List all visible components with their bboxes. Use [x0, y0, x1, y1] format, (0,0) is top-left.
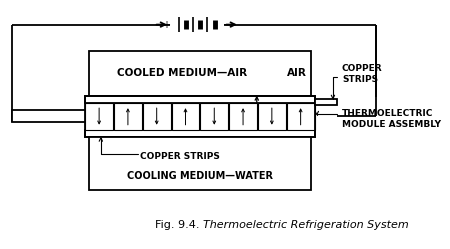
- Bar: [114, 103, 142, 130]
- Bar: [85, 103, 113, 130]
- Bar: [200, 103, 228, 130]
- Bar: [287, 103, 315, 130]
- Bar: [171, 103, 199, 130]
- Bar: [89, 137, 310, 190]
- Bar: [85, 96, 315, 137]
- Bar: [89, 51, 310, 96]
- Text: COOLED MEDIUM—AIR: COOLED MEDIUM—AIR: [117, 68, 247, 78]
- Bar: [229, 103, 257, 130]
- Bar: [315, 99, 338, 105]
- Text: −: −: [222, 20, 232, 30]
- Text: AIR: AIR: [287, 68, 307, 78]
- Bar: [85, 96, 315, 103]
- Text: COOLING MEDIUM—WATER: COOLING MEDIUM—WATER: [127, 171, 273, 181]
- Text: Thermoelectric Refrigeration System: Thermoelectric Refrigeration System: [203, 220, 409, 230]
- Text: COPPER STRIPS: COPPER STRIPS: [140, 152, 220, 161]
- Text: +: +: [162, 20, 170, 30]
- Bar: [258, 103, 286, 130]
- Text: THERMOELECTRIC
MODULE ASSEMBLY: THERMOELECTRIC MODULE ASSEMBLY: [342, 109, 441, 129]
- Bar: [85, 130, 315, 137]
- Bar: [85, 96, 315, 137]
- Bar: [12, 110, 85, 122]
- Bar: [143, 103, 171, 130]
- Text: COPPER
STRIPS: COPPER STRIPS: [342, 64, 382, 84]
- Text: Fig. 9.4.: Fig. 9.4.: [155, 220, 203, 230]
